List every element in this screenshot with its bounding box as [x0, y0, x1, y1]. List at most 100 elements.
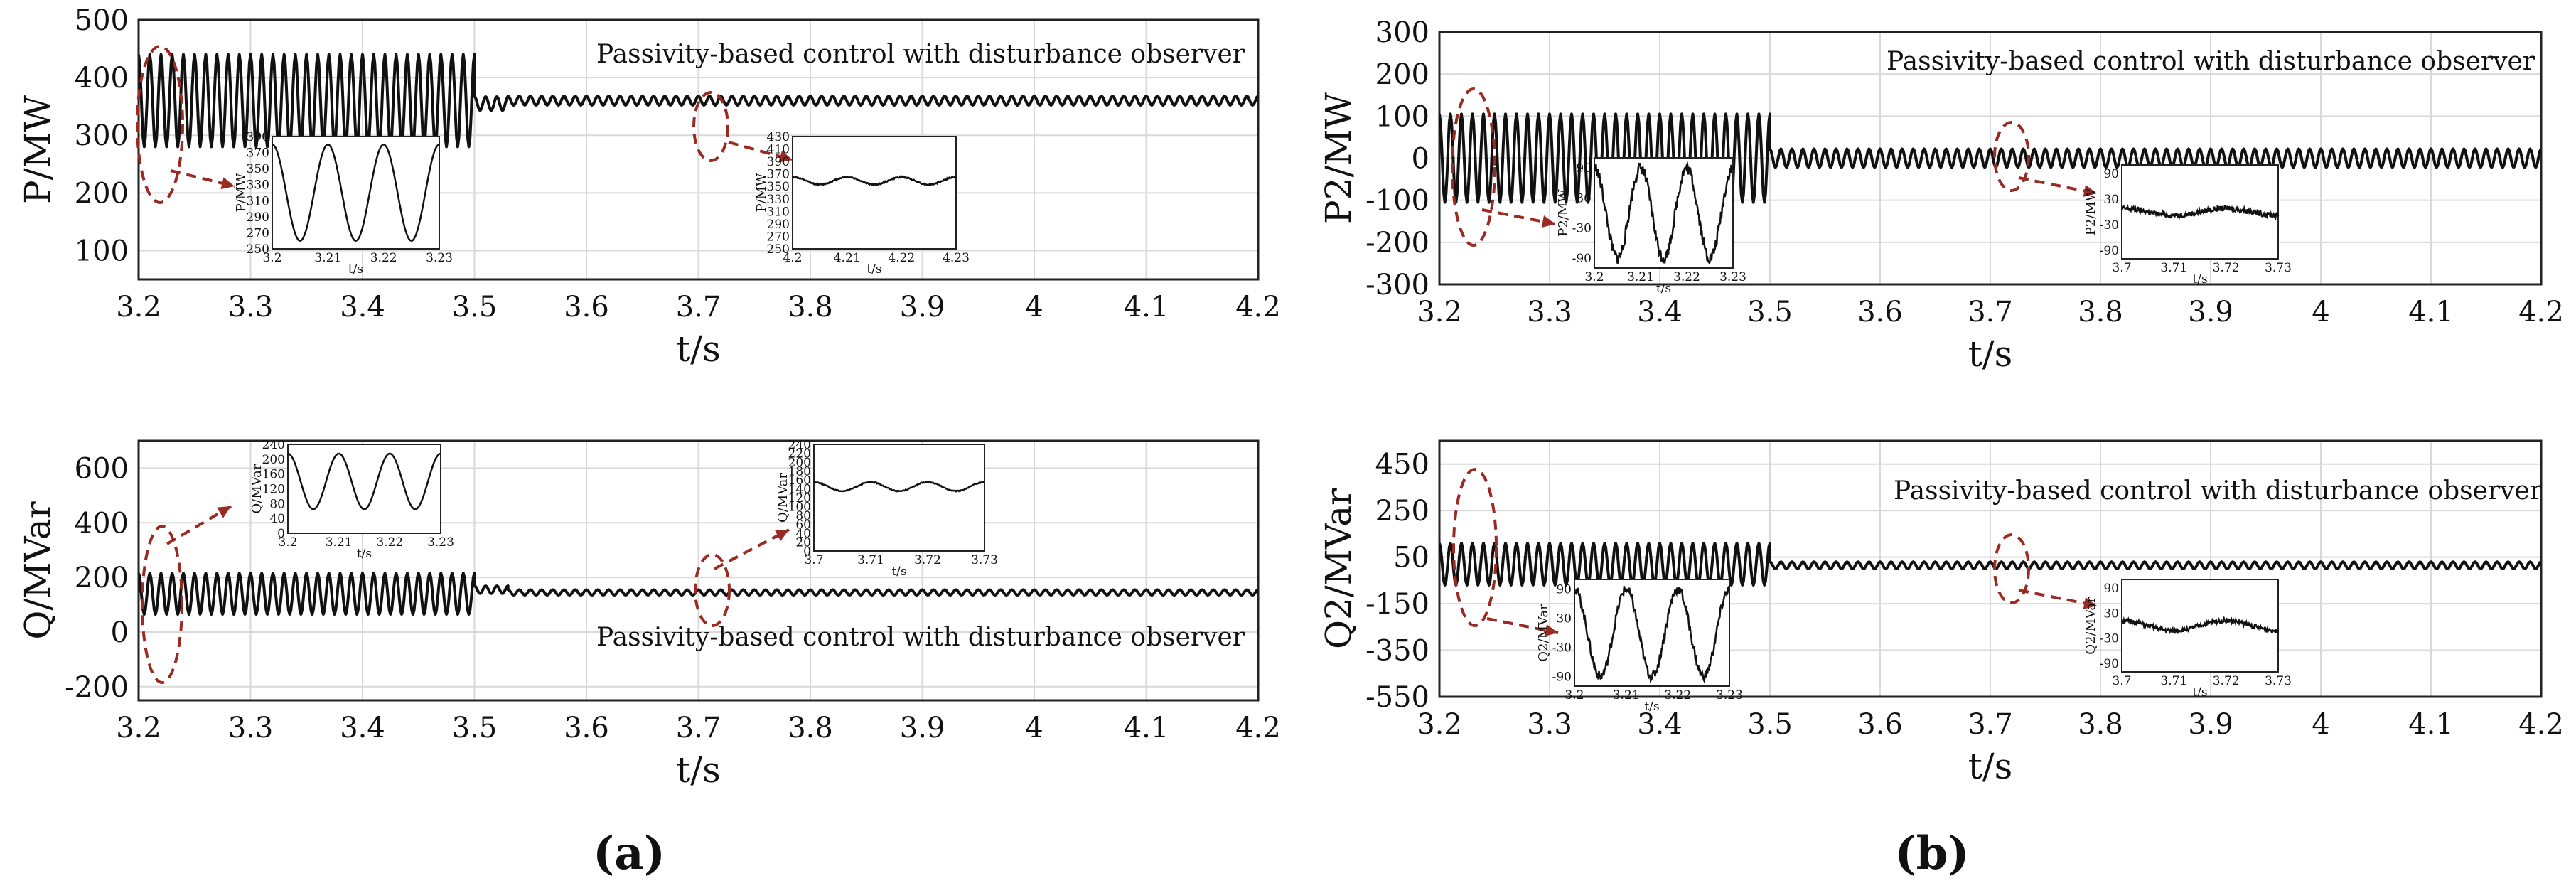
inset-series-line	[272, 144, 440, 242]
x-tick-label: 3.5	[1747, 708, 1793, 741]
highlight-arrow	[1481, 208, 1556, 225]
inset-y-axis-label: P2/MW	[1556, 189, 1571, 237]
inset-y-tick-label: 430	[767, 130, 790, 144]
x-axis-label: t/s	[676, 749, 721, 791]
inset-x-tick-label: 3.23	[1716, 688, 1743, 702]
x-tick-label: 3.8	[2078, 296, 2123, 328]
inset-series-line	[2120, 203, 2280, 221]
inset-y-tick-label: -30	[1572, 222, 1592, 236]
x-tick-label: 4.2	[2518, 296, 2564, 328]
inset-x-tick-label: 3.72	[2213, 674, 2240, 688]
x-tick-label: 4.1	[2408, 296, 2454, 328]
x-tick-label: 3.9	[2188, 296, 2233, 328]
series-line-q	[139, 572, 1258, 616]
y-tick-label: 400	[75, 507, 129, 540]
x-tick-label: 3.3	[1527, 296, 1572, 328]
inset-y-tick-label: 220	[788, 447, 811, 461]
inset-y-tick-label: -30	[1552, 641, 1572, 655]
y-tick-label: -300	[1365, 269, 1429, 301]
inset-y-tick-label: 250	[767, 242, 790, 257]
inset-y-tick-label: 270	[767, 230, 790, 244]
x-tick-label: 3.9	[900, 291, 945, 323]
y-axis-label: Q2/MVar	[1318, 488, 1359, 649]
inset-x-tick-label: 3.71	[2160, 674, 2187, 688]
inset-y-tick-label: 0	[803, 545, 811, 559]
inset-y-tick-label: 40	[795, 527, 811, 541]
y-tick-label: 400	[75, 62, 129, 95]
inset-frame	[813, 444, 985, 552]
inset-y-tick-label: 370	[767, 168, 790, 182]
inset-x-tick-label: 3.2	[278, 535, 297, 550]
inset-y-tick-label: -30	[2100, 218, 2119, 232]
inset-x-tick-label: 3.7	[804, 553, 823, 567]
inset-x-axis-label: t/s	[357, 547, 372, 561]
inset-y-tick-label: 330	[247, 178, 269, 193]
inset-series-line	[792, 175, 957, 187]
inset-x-axis-label: t/s	[1656, 282, 1671, 296]
inset-y-tick-label: 0	[277, 527, 285, 541]
inset-y-tick-label: 30	[1556, 612, 1572, 626]
inset-y-tick-label: 40	[269, 512, 285, 526]
arrow-head	[1541, 215, 1555, 228]
inset-y-tick-label: 290	[247, 210, 269, 225]
inset-plot: 3.2 3.21 3.22 3.23 -90 -30 30 90 t/s P2/MW	[1556, 157, 1746, 296]
x-tick-label: 3.7	[1968, 708, 2013, 741]
x-tick-label: 4	[1025, 291, 1043, 323]
inset-x-tick-label: 3.73	[971, 553, 998, 567]
x-tick-label: 3.2	[116, 291, 161, 323]
x-axis-label: t/s	[1968, 333, 2013, 375]
inset-x-tick-label: 4.2	[783, 251, 802, 265]
arrow-head	[2083, 184, 2097, 197]
inset-y-tick-label: 370	[247, 146, 269, 161]
x-tick-label: 4	[1025, 712, 1043, 744]
x-tick-label: 3.2	[116, 712, 161, 744]
x-tick-label: 3.8	[788, 712, 833, 744]
inset-x-tick-label: 3.7	[2112, 261, 2131, 275]
inset-plot: 3.7 3.71 3.72 3.730204060801001201401601802…	[776, 438, 998, 579]
inset-y-tick-label: 140	[788, 483, 811, 497]
x-tick-label: 3.5	[452, 291, 498, 323]
inset-x-axis-label: t/s	[2192, 272, 2207, 287]
y-tick-label: 500	[75, 4, 129, 37]
inset-x-tick-label: 3.23	[427, 535, 454, 550]
x-tick-label: 3.6	[1857, 296, 1903, 328]
inset-y-tick-label: 270	[247, 226, 269, 240]
series-line-q2	[1439, 542, 2541, 587]
inset-x-tick-label: 3.2	[262, 251, 281, 265]
inset-series-line	[1593, 161, 1734, 266]
x-axis-label: t/s	[1968, 746, 2013, 787]
inset-y-tick-label: 90	[2103, 582, 2119, 596]
x-tick-label: 3.8	[788, 291, 833, 323]
x-tick-label: 4.2	[1235, 291, 1281, 323]
y-tick-label: 100	[1375, 100, 1429, 133]
axis-frame	[137, 439, 1260, 702]
inset-x-tick-label: 3.23	[426, 251, 453, 265]
x-tick-label: 4	[2312, 708, 2329, 741]
inset-y-tick-label: 200	[788, 456, 811, 470]
inset-y-tick-label: 350	[767, 180, 790, 194]
inset-y-axis-label: Q2/MVar	[2083, 597, 2098, 655]
x-tick-label: 3.6	[1857, 708, 1903, 741]
inset-y-tick-label: 240	[788, 438, 811, 452]
inset-x-tick-label: 3.22	[376, 535, 403, 550]
inset-y-tick-label: 390	[767, 155, 790, 169]
inset-y-tick-label: 80	[795, 509, 811, 523]
inset-y-tick-label: 90	[1576, 161, 1592, 176]
arrow-head	[778, 150, 793, 163]
inset-x-tick-label: 3.22	[1664, 688, 1691, 702]
inset-x-tick-label: 3.73	[2265, 261, 2292, 275]
inset-x-tick-label: 4.22	[888, 251, 915, 265]
inset-y-tick-label: 90	[1556, 583, 1572, 597]
x-tick-label: 3.5	[1747, 296, 1793, 328]
y-tick-label: -200	[65, 671, 129, 704]
axis-frame	[1438, 31, 2543, 286]
y-tick-label: 200	[1375, 58, 1429, 91]
highlight-ellipse	[1452, 468, 1498, 627]
y-tick-label: -350	[1365, 635, 1429, 668]
y-tick-label: -550	[1365, 681, 1429, 714]
axis-frame	[1438, 439, 2543, 698]
inset-series-line	[813, 481, 985, 493]
inset-x-axis-label: t/s	[2192, 685, 2207, 700]
